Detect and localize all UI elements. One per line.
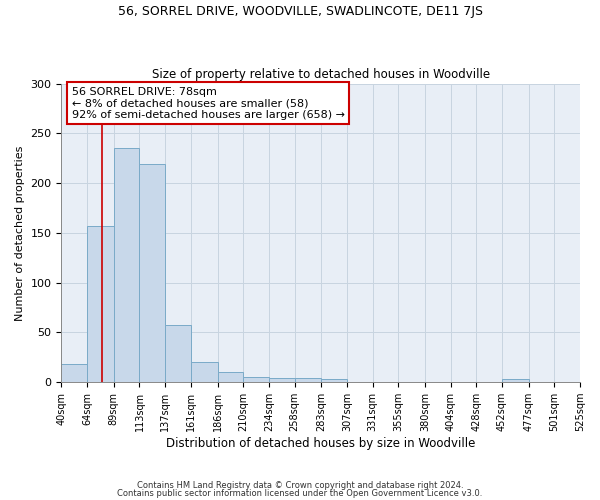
Bar xyxy=(243,377,269,382)
Bar xyxy=(269,378,295,382)
X-axis label: Distribution of detached houses by size in Woodville: Distribution of detached houses by size … xyxy=(166,437,475,450)
Text: Contains HM Land Registry data © Crown copyright and database right 2024.: Contains HM Land Registry data © Crown c… xyxy=(137,481,463,490)
Bar xyxy=(295,378,321,382)
Bar xyxy=(218,372,243,382)
Bar xyxy=(191,362,218,382)
Text: 56 SORREL DRIVE: 78sqm
← 8% of detached houses are smaller (58)
92% of semi-deta: 56 SORREL DRIVE: 78sqm ← 8% of detached … xyxy=(72,86,345,120)
Bar xyxy=(61,364,87,382)
Title: Size of property relative to detached houses in Woodville: Size of property relative to detached ho… xyxy=(152,68,490,81)
Bar xyxy=(114,148,139,382)
Text: 56, SORREL DRIVE, WOODVILLE, SWADLINCOTE, DE11 7JS: 56, SORREL DRIVE, WOODVILLE, SWADLINCOTE… xyxy=(118,5,482,18)
Y-axis label: Number of detached properties: Number of detached properties xyxy=(15,145,25,320)
Bar xyxy=(502,379,529,382)
Bar xyxy=(139,164,165,382)
Bar xyxy=(87,226,114,382)
Text: Contains public sector information licensed under the Open Government Licence v3: Contains public sector information licen… xyxy=(118,488,482,498)
Bar xyxy=(321,379,347,382)
Bar xyxy=(165,326,191,382)
